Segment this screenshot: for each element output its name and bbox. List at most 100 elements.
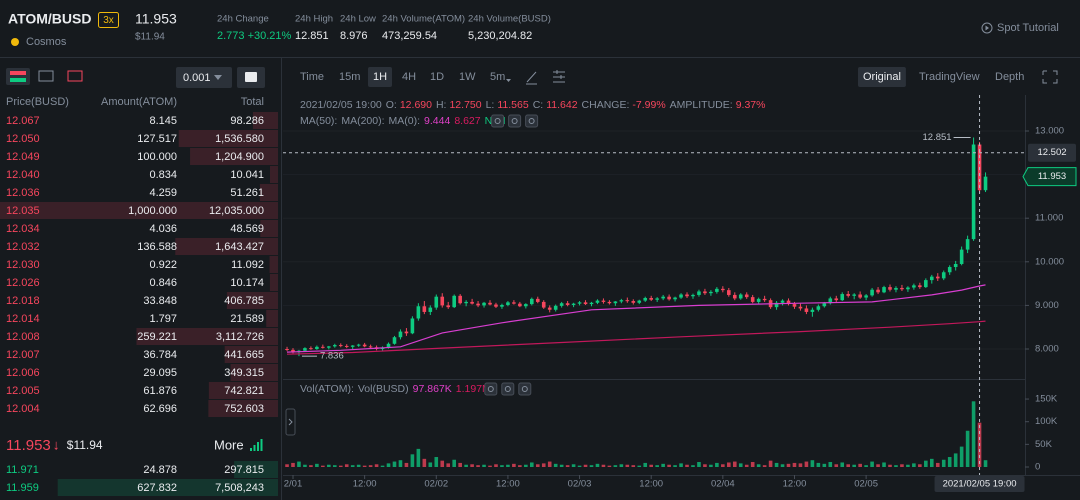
book-cell[interactable]: 3,112.726: [216, 331, 264, 343]
book-cell[interactable]: 24.878: [143, 464, 177, 476]
book-cell[interactable]: 259.221: [137, 331, 177, 343]
book-price[interactable]: 12.018: [6, 295, 40, 307]
tutorial-icon[interactable]: [981, 22, 993, 34]
legend-time: 2021/02/05 19:00: [300, 99, 382, 111]
book-cell[interactable]: 752.603: [224, 403, 264, 415]
interval[interactable]: 1W: [459, 71, 476, 83]
candle-body: [876, 289, 880, 293]
book-price[interactable]: 12.014: [6, 313, 40, 325]
book-cell[interactable]: 7,508,243: [215, 482, 264, 494]
interval[interactable]: 1H: [373, 71, 387, 83]
book-cell[interactable]: 441.665: [224, 349, 264, 361]
book-price[interactable]: 12.026: [6, 277, 40, 289]
pane-toggle[interactable]: [285, 408, 296, 436]
legend-tool[interactable]: [525, 114, 539, 128]
book-cell[interactable]: 4.259: [149, 187, 177, 199]
view-tab[interactable]: TradingView: [919, 71, 980, 83]
book-cell[interactable]: 100.000: [137, 151, 177, 163]
book-price[interactable]: 12.008: [6, 331, 40, 343]
book-price[interactable]: 12.005: [6, 385, 40, 397]
book-cell[interactable]: 10.174: [230, 277, 264, 289]
view-tab[interactable]: Depth: [995, 71, 1024, 83]
book-cell[interactable]: 61.876: [143, 385, 177, 397]
book-cell[interactable]: 127.517: [137, 133, 177, 145]
book-price[interactable]: 12.049: [6, 151, 40, 163]
candle-body: [571, 303, 576, 305]
book-price[interactable]: 12.036: [6, 187, 40, 199]
book-cell[interactable]: 62.696: [143, 403, 177, 415]
book-cell[interactable]: 10.041: [230, 169, 264, 181]
book-price[interactable]: 12.034: [6, 223, 40, 235]
tick-size-dropdown[interactable]: [176, 67, 232, 88]
book-cell[interactable]: 1.797: [149, 313, 177, 325]
book-cell[interactable]: 36.784: [143, 349, 177, 361]
book-cell[interactable]: 8.145: [149, 115, 177, 127]
book-cell[interactable]: 1,643.427: [215, 241, 264, 253]
indicator-icon[interactable]: [553, 70, 565, 83]
book-price[interactable]: 12.050: [6, 133, 40, 145]
draw-tool-icon[interactable]: [526, 71, 537, 85]
book-price[interactable]: 11.971: [6, 464, 39, 476]
book-cell[interactable]: 1,204.900: [215, 151, 264, 163]
volume-bar: [888, 464, 892, 467]
book-cell[interactable]: 0.846: [149, 277, 177, 289]
legend-value: 12.750: [449, 99, 481, 111]
book-view-both[interactable]: [6, 68, 30, 85]
book-view-bids[interactable]: [38, 70, 54, 82]
book-cell[interactable]: 0.922: [149, 259, 177, 271]
book-cell[interactable]: 98.286: [230, 115, 264, 127]
candle-body: [350, 345, 355, 347]
book-price[interactable]: 12.006: [6, 367, 40, 379]
y-tick-label: 13.000: [1035, 126, 1064, 137]
volume-bar: [303, 464, 307, 467]
book-cell[interactable]: 297.815: [224, 464, 264, 476]
book-cell[interactable]: 349.315: [224, 367, 264, 379]
depth-bar: [136, 328, 278, 345]
tutorial-link[interactable]: Spot Tutorial: [997, 22, 1059, 34]
book-price[interactable]: 12.067: [6, 115, 40, 127]
legend-tool[interactable]: [491, 114, 505, 128]
view-tab[interactable]: Original: [863, 71, 901, 83]
book-cell[interactable]: 1,000.000: [128, 205, 177, 217]
book-cell[interactable]: 21.589: [230, 313, 264, 325]
legend-tool[interactable]: [508, 114, 522, 128]
book-price[interactable]: 12.004: [6, 403, 40, 415]
book-view-asks[interactable]: [67, 70, 83, 82]
book-cell[interactable]: 1,536.580: [215, 133, 264, 145]
interval[interactable]: Time: [300, 71, 324, 83]
candle-body: [631, 301, 636, 303]
book-cell[interactable]: 11.092: [231, 259, 264, 271]
book-cell[interactable]: 51.261: [230, 187, 264, 199]
book-price[interactable]: 12.035: [6, 205, 40, 217]
candle-body: [959, 249, 964, 264]
candle-body: [703, 291, 707, 294]
volume-bar: [643, 462, 648, 467]
book-cell[interactable]: 48.569: [230, 223, 264, 235]
interval[interactable]: 15m: [339, 71, 360, 83]
book-more[interactable]: More: [214, 437, 244, 452]
book-cell[interactable]: 33.848: [143, 295, 177, 307]
book-price[interactable]: 12.007: [6, 349, 40, 361]
book-cell[interactable]: 29.095: [143, 367, 177, 379]
legend-tool[interactable]: [484, 382, 498, 396]
book-cell[interactable]: 136.588: [137, 241, 177, 253]
book-cell[interactable]: 627.832: [137, 482, 177, 494]
book-price[interactable]: 12.030: [6, 259, 40, 271]
book-cell[interactable]: 12,035.000: [209, 205, 264, 217]
low-label: 7.836: [320, 351, 344, 362]
book-cell[interactable]: 406.785: [224, 295, 264, 307]
legend-tool[interactable]: [501, 382, 515, 396]
interval[interactable]: 5m: [490, 71, 505, 83]
book-cell[interactable]: 4.036: [149, 223, 177, 235]
book-price[interactable]: 11.959: [6, 482, 39, 494]
volume-bar: [918, 464, 922, 467]
book-cell[interactable]: 0.834: [149, 169, 177, 181]
legend-tool[interactable]: [518, 382, 532, 396]
book-price[interactable]: 12.032: [6, 241, 40, 253]
interval[interactable]: 1D: [430, 71, 444, 83]
interval[interactable]: 4H: [402, 71, 416, 83]
book-cell[interactable]: 742.821: [224, 385, 264, 397]
fullscreen-button[interactable]: [1042, 70, 1058, 84]
book-price[interactable]: 12.040: [6, 169, 40, 181]
